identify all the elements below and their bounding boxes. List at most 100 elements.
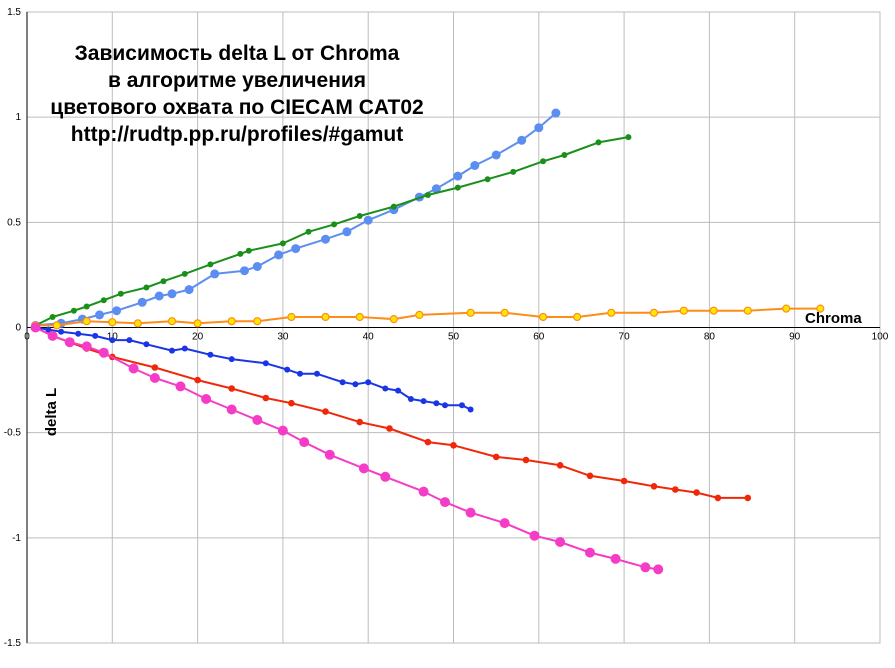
data-point-pink [64, 337, 75, 348]
data-point-pink [465, 507, 476, 518]
data-point-green [356, 213, 363, 219]
chart-title-line-3: цветового охвата по CIECAM CAT02 [50, 96, 423, 119]
y-tick-label: 0 [15, 323, 21, 334]
data-point-green [143, 284, 150, 291]
data-point-orange [253, 317, 262, 326]
data-point-pink [640, 562, 651, 573]
data-point-orange [108, 318, 117, 327]
data-point-light_blue [491, 150, 501, 160]
data-point-pink [252, 415, 263, 425]
data-point-green [510, 168, 517, 175]
x-tick-label: 60 [533, 332, 545, 343]
data-point-red [356, 418, 364, 426]
data-point-blue [420, 398, 427, 405]
data-point-pink [47, 330, 58, 341]
data-point-light_blue [154, 291, 164, 301]
data-point-orange [355, 312, 364, 322]
series-line-pink [35, 326, 659, 571]
x-tick-label: 100 [872, 332, 889, 343]
data-point-light_blue [252, 262, 262, 271]
data-point-blue [467, 406, 474, 413]
chart-title: Зависимость delta L от Chroma в алгоритм… [50, 42, 423, 146]
data-point-light_blue [291, 244, 301, 254]
data-point-pink [149, 373, 160, 383]
data-point-green [245, 247, 252, 254]
y-tick-label: 1 [15, 112, 21, 123]
data-point-light_blue [470, 161, 480, 170]
data-point-green [70, 307, 77, 314]
data-point-light_blue [517, 135, 527, 145]
data-point-red [672, 486, 679, 493]
data-point-blue [433, 400, 440, 407]
data-point-pink [440, 497, 450, 508]
data-point-blue [126, 337, 133, 344]
data-point-green [100, 297, 107, 304]
series-orange [31, 304, 825, 330]
data-point-orange [679, 306, 688, 315]
data-point-pink [299, 437, 310, 448]
data-point-green [390, 203, 397, 210]
data-point-blue [262, 360, 269, 367]
data-point-red [424, 438, 432, 446]
data-point-orange [415, 310, 424, 319]
data-point-green [625, 134, 632, 141]
x-tick-label: 90 [789, 332, 801, 343]
data-point-red [492, 453, 500, 461]
series-green [32, 134, 632, 329]
data-point-blue [58, 328, 65, 335]
data-point-light_blue [321, 234, 330, 244]
data-point-red [262, 394, 270, 402]
data-point-orange [52, 321, 62, 330]
data-point-red [288, 399, 295, 407]
data-point-pink [81, 341, 92, 352]
y-tick-label: -1.5 [4, 638, 22, 649]
data-point-red [151, 364, 159, 371]
data-point-orange [227, 317, 236, 326]
data-point-red [586, 472, 594, 480]
data-point-blue [45, 326, 52, 333]
data-point-pink [175, 381, 186, 392]
x-tick-label: 10 [107, 332, 119, 343]
data-point-blue [382, 385, 389, 392]
series-line-red [35, 326, 748, 499]
data-point-light_blue [210, 269, 220, 279]
x-tick-label: 0 [24, 332, 30, 343]
y-tick-label: 0.5 [7, 217, 21, 228]
data-point-orange [193, 319, 202, 328]
data-point-green [540, 158, 547, 165]
x-tick-label: 40 [363, 332, 375, 343]
data-point-red [693, 489, 700, 496]
data-point-green [207, 261, 214, 268]
data-point-pink [201, 394, 212, 404]
x-tick-label: 20 [192, 332, 204, 343]
data-point-blue [395, 387, 402, 394]
data-point-blue [75, 330, 82, 337]
data-point-orange [538, 312, 548, 322]
series-blue [32, 324, 474, 413]
x-tick-label: 80 [704, 332, 716, 343]
data-point-green [595, 139, 602, 146]
data-point-orange [573, 312, 582, 322]
data-point-green [181, 270, 188, 277]
data-point-blue [143, 341, 150, 348]
data-point-blue [339, 379, 346, 386]
data-point-pink [610, 553, 621, 564]
data-point-blue [442, 402, 448, 409]
data-point-pink [30, 322, 41, 333]
data-point-pink [98, 347, 109, 358]
data-point-pink [585, 547, 595, 558]
data-point-blue [459, 402, 465, 409]
data-point-light_blue [534, 123, 544, 133]
data-point-pink [324, 449, 335, 460]
data-point-light_blue [342, 227, 352, 237]
data-point-orange [816, 304, 825, 313]
data-point-blue [352, 381, 359, 388]
y-axis-label: delta L [43, 388, 60, 436]
data-point-blue [228, 356, 235, 363]
data-point-green [49, 314, 56, 320]
data-point-light_blue [453, 171, 463, 181]
data-point-pink [226, 404, 237, 415]
data-point-orange [389, 315, 398, 324]
data-point-pink [358, 463, 369, 474]
data-point-blue [297, 370, 303, 377]
